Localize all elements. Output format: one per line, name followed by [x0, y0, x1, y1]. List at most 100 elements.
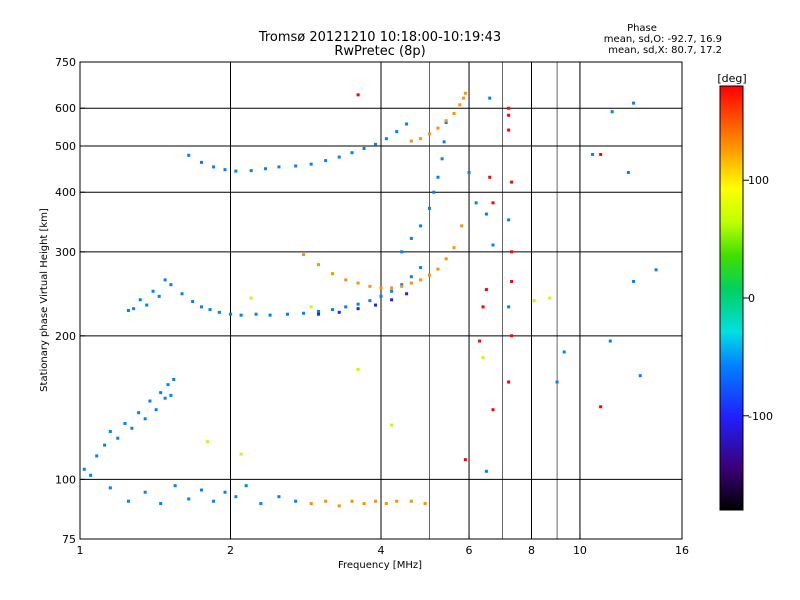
data-point — [507, 128, 511, 132]
data-point — [405, 122, 409, 126]
data-point — [409, 281, 413, 285]
data-point — [350, 499, 354, 503]
data-point — [432, 190, 436, 194]
y-tick-label: 100 — [55, 473, 76, 486]
data-point — [555, 380, 559, 384]
data-point — [239, 452, 243, 456]
data-point — [277, 165, 281, 169]
data-point — [419, 224, 423, 228]
data-point — [249, 296, 253, 300]
y-tick-label: 500 — [55, 140, 76, 153]
data-point — [143, 490, 147, 494]
data-point — [491, 408, 495, 412]
data-point — [463, 458, 467, 462]
data-point — [324, 499, 328, 503]
data-point — [208, 308, 212, 312]
data-point — [173, 484, 177, 488]
data-point — [384, 502, 388, 506]
data-point — [419, 137, 423, 141]
data-point — [356, 93, 360, 97]
chart-subtitle: RwPretec (8p) — [334, 44, 425, 59]
data-point — [442, 140, 446, 144]
data-point — [344, 278, 348, 282]
chart-title: Tromsø 20121210 10:18:00-10:19:43 — [258, 30, 501, 45]
data-point — [423, 502, 427, 506]
data-point — [427, 206, 431, 210]
data-point — [259, 502, 263, 506]
data-point — [481, 305, 485, 309]
data-point — [285, 312, 289, 316]
data-point — [82, 467, 86, 471]
colorbar-tick-label: -100 — [748, 410, 773, 423]
data-point — [200, 305, 204, 309]
data-point — [458, 103, 462, 107]
x-tick-label: 16 — [675, 544, 689, 557]
data-point — [548, 296, 552, 300]
data-point — [234, 495, 238, 499]
data-points — [82, 91, 658, 508]
data-point — [532, 299, 536, 303]
data-point — [610, 110, 614, 114]
data-point — [440, 157, 444, 161]
data-point — [239, 313, 243, 317]
data-point — [379, 286, 383, 290]
data-point — [206, 440, 210, 444]
data-point — [374, 303, 378, 307]
data-point — [460, 224, 464, 228]
data-point — [632, 279, 636, 283]
data-point — [599, 405, 603, 409]
data-point — [409, 139, 413, 143]
data-point — [374, 142, 378, 146]
data-point — [599, 152, 603, 156]
data-point — [191, 300, 195, 304]
x-tick-label: 4 — [378, 544, 385, 557]
data-point — [234, 169, 238, 173]
data-point — [507, 113, 511, 117]
data-point — [491, 201, 495, 205]
data-point — [166, 383, 170, 387]
data-point — [356, 281, 360, 285]
data-point — [436, 126, 440, 130]
y-tick-label: 400 — [55, 186, 76, 199]
data-point — [409, 499, 413, 503]
data-point — [626, 170, 630, 174]
data-point — [481, 356, 485, 360]
y-tick-label: 600 — [55, 102, 76, 115]
data-point — [395, 499, 399, 503]
data-point — [436, 175, 440, 179]
data-point — [409, 275, 413, 279]
data-point — [108, 430, 112, 434]
data-point — [390, 286, 394, 290]
x-tick-label: 6 — [466, 544, 473, 557]
data-point — [212, 499, 216, 503]
y-tick-label: 75 — [62, 533, 76, 546]
data-point — [126, 308, 130, 312]
data-point — [89, 473, 93, 477]
data-point — [390, 298, 394, 302]
data-point — [108, 486, 112, 490]
data-point — [368, 284, 372, 288]
data-point — [244, 484, 248, 488]
data-point — [474, 201, 478, 205]
data-point — [317, 309, 321, 313]
x-tick-label: 8 — [528, 544, 535, 557]
data-point — [309, 502, 313, 506]
data-point — [452, 246, 456, 250]
data-point — [467, 170, 471, 174]
data-point — [159, 391, 163, 395]
data-point — [409, 236, 413, 240]
data-point — [444, 257, 448, 261]
data-point — [187, 497, 191, 501]
grid-lines — [80, 62, 682, 539]
data-point — [510, 250, 514, 254]
data-point — [419, 278, 423, 282]
data-point — [145, 303, 149, 307]
data-point — [419, 266, 423, 270]
colorbar-ticks: 100 0 -100 — [743, 174, 773, 423]
data-point — [294, 164, 298, 168]
data-point — [309, 162, 313, 166]
data-point — [462, 96, 466, 100]
data-point — [337, 155, 341, 159]
data-point — [223, 168, 227, 172]
